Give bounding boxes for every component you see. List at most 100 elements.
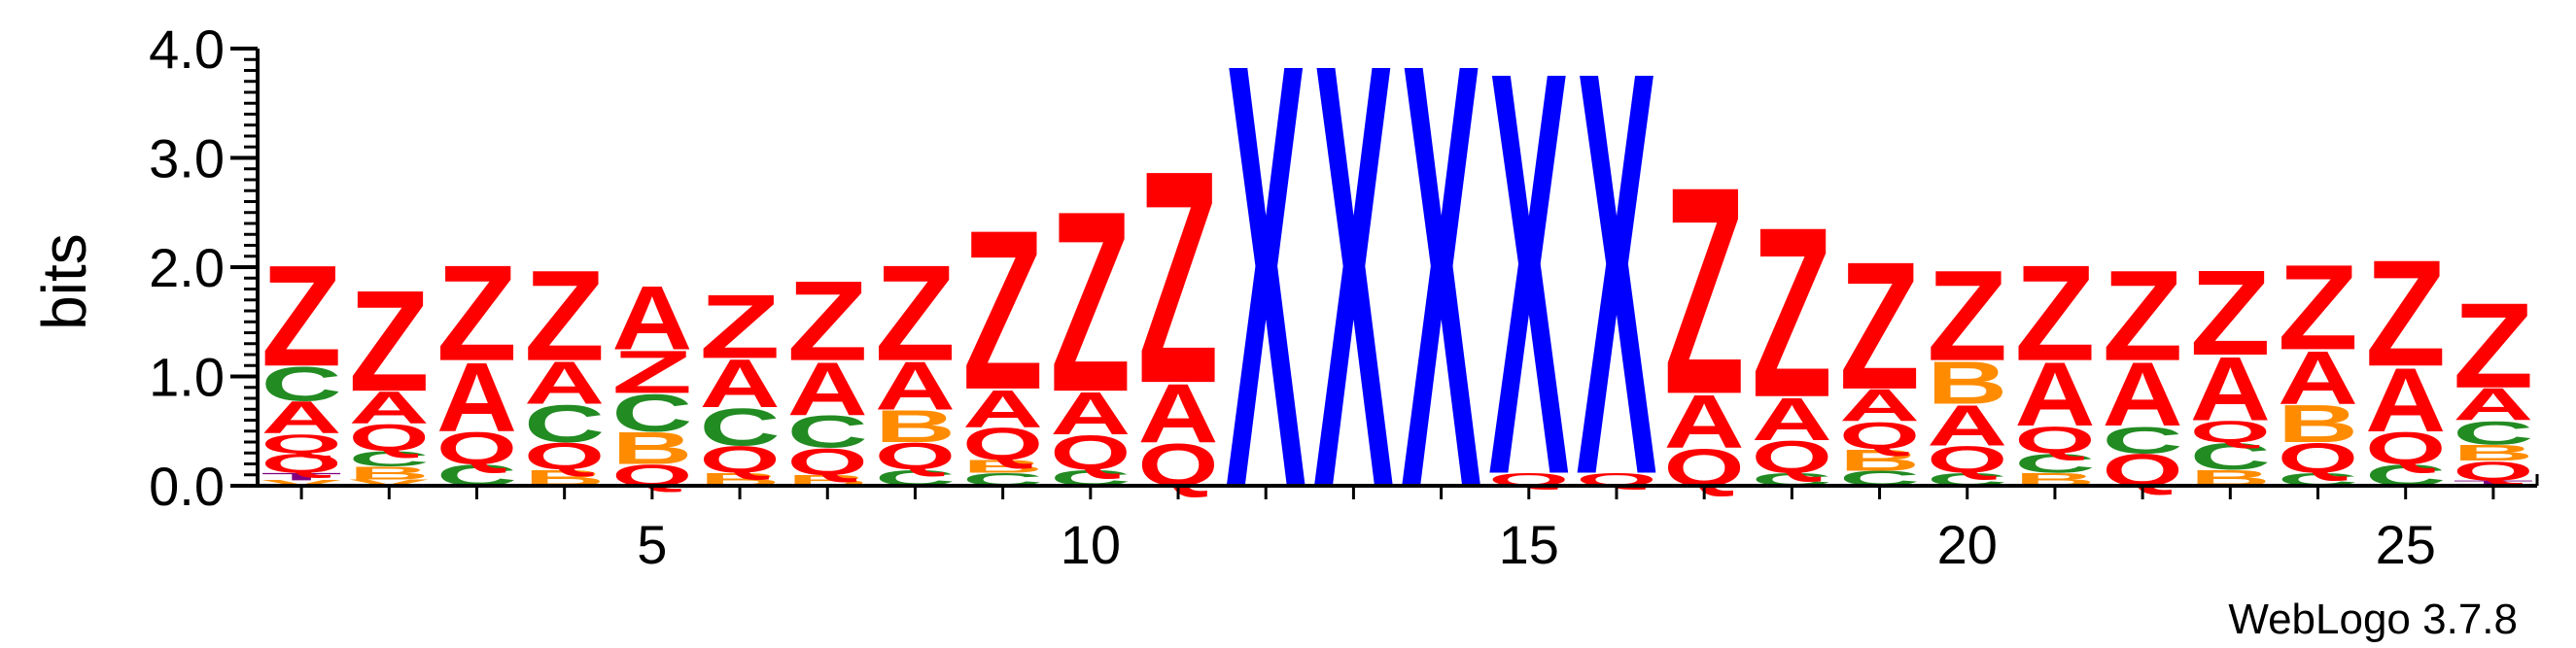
logo-glyph-1-t-1: T <box>261 471 342 483</box>
logo-glyph-2-q-3: Q <box>349 417 430 460</box>
logo-glyph-2-c-2: C <box>349 447 430 471</box>
logo-glyph-24-b-2: B <box>2278 394 2358 454</box>
logo-glyph-11-z-2: Z <box>1138 109 1219 448</box>
logo-glyph-10-a-2: A <box>1050 379 1131 447</box>
y-tick-label: 0.0 <box>149 456 225 517</box>
y-tick-label: 3.0 <box>149 128 225 189</box>
logo-glyph-22-z-3: Z <box>2103 244 2183 388</box>
x-tick-label: 5 <box>637 514 667 575</box>
logo-glyph-2-b-1: B <box>349 462 430 483</box>
x-tick-label: 20 <box>1937 514 1998 575</box>
logo-glyph-26-z-5: Z <box>2453 278 2533 414</box>
logo-glyph-14-x-0: X <box>1401 0 1482 615</box>
logo-glyph-12-x-0: X <box>1226 0 1307 615</box>
glyph-layer: VTQQACZVBCQAZCQAZBQCAZQBCZABQCAZBQCAZCQB… <box>261 0 2534 615</box>
logo-glyph-17-a-1: A <box>1664 379 1745 463</box>
logo-glyph-19-q-2: Q <box>1839 415 1920 458</box>
logo-glyph-8-b-2: B <box>875 401 956 452</box>
logo-glyph-11-a-1: A <box>1138 367 1219 460</box>
logo-glyph-15-x-1: X <box>1488 0 1570 595</box>
credit-label: WebLogo 3.7.8 <box>2228 596 2518 643</box>
logo-glyph-26-a-4: A <box>2453 379 2533 429</box>
logo-glyph-5-b-1: B <box>611 423 692 473</box>
axis-layer: 0.0 1.0 2.0 3.0 4.0 5 10 15 20 25 <box>149 18 2539 575</box>
logo-glyph-1-v-0: V <box>261 479 342 488</box>
logo-glyph-1-z-6: Z <box>261 236 342 397</box>
logo-glyph-3-q-1: Q <box>436 423 517 473</box>
logo-glyph-21-z-4: Z <box>2014 237 2095 390</box>
logo-glyph-26-q-1: Q <box>2453 456 2533 487</box>
logo-glyph-21-c-1: C <box>2014 448 2095 479</box>
logo-glyph-6-z-4: Z <box>700 275 781 377</box>
logo-glyph-7-q-1: Q <box>787 441 868 484</box>
logo-glyph-19-z-4: Z <box>1839 223 1920 427</box>
logo-glyph-23-z-4: Z <box>2190 245 2271 381</box>
logo-glyph-25-a-2: A <box>2365 350 2446 452</box>
logo-glyph-20-z-4: Z <box>1927 244 2007 388</box>
logo-glyph-1-q-2: Q <box>261 448 342 479</box>
logo-glyph-8-q-1: Q <box>875 435 956 478</box>
logo-glyph-9-b-1: B <box>962 457 1043 477</box>
logo-glyph-9-z-4: Z <box>962 183 1043 437</box>
logo-glyph-25-q-1: Q <box>2365 423 2446 473</box>
y-axis-label: bits <box>29 233 99 330</box>
logo-glyph-5-z-3: Z <box>611 338 692 406</box>
logo-glyph-16-x-1: X <box>1576 0 1657 595</box>
logo-glyph-9-q-2: Q <box>962 419 1043 469</box>
logo-glyph-24-q-1: Q <box>2278 434 2358 482</box>
logo-glyph-24-z-4: Z <box>2278 239 2358 375</box>
logo-glyph-3-a-2: A <box>436 342 517 452</box>
logo-glyph-1-q-3: Q <box>261 428 342 460</box>
x-tick-label: 25 <box>2376 514 2436 575</box>
logo-glyph-2-v-0: V <box>349 477 430 488</box>
logo-glyph-19-b-1: B <box>1839 443 1920 477</box>
logo-glyph-26-b-2: B <box>2453 440 2533 465</box>
logo-glyph-26-t-0: T <box>2453 479 2533 488</box>
logo-glyph-23-a-3: A <box>2190 338 2271 440</box>
logo-glyph-1-a-4: A <box>261 392 342 443</box>
logo-glyph-3-z-3: Z <box>436 237 517 390</box>
logo-glyph-7-a-3: A <box>787 346 868 430</box>
logo-glyph-7-c-2: C <box>787 406 868 457</box>
logo-glyph-6-q-1: Q <box>700 438 781 481</box>
logo-glyph-19-a-3: A <box>1839 380 1920 430</box>
logo-glyph-2-a-4: A <box>349 383 430 433</box>
logo-glyph-4-q-1: Q <box>524 435 605 478</box>
logo-glyph-13-x-0: X <box>1313 0 1395 615</box>
logo-glyph-26-c-3: C <box>2453 414 2533 452</box>
x-tick-label: 15 <box>1499 514 1559 575</box>
logo-glyph-10-z-3: Z <box>1050 157 1131 446</box>
logo-glyph-2-z-5: Z <box>349 261 430 423</box>
logo-glyph-18-z-3: Z <box>1752 177 1832 449</box>
logo-glyph-21-a-3: A <box>2014 344 2095 446</box>
logo-glyph-23-c-1: C <box>2190 435 2271 478</box>
logo-glyph-25-z-3: Z <box>2365 228 2446 398</box>
logo-glyph-10-q-1: Q <box>1050 426 1131 480</box>
logo-glyph-20-a-2: A <box>1927 393 2007 458</box>
y-tick-label: 4.0 <box>149 18 225 80</box>
logo-glyph-22-a-2: A <box>2103 344 2183 446</box>
logo-glyph-4-c-2: C <box>524 394 605 454</box>
logo-glyph-21-q-2: Q <box>2014 419 2095 461</box>
logo-glyph-6-a-3: A <box>700 346 781 422</box>
logo-glyph-8-z-4: Z <box>875 237 956 390</box>
logo-glyph-18-q-1: Q <box>1752 431 1832 482</box>
logo-glyph-5-a-4: A <box>611 267 692 369</box>
logo-glyph-7-z-4: Z <box>787 256 868 384</box>
logo-glyph-17-z-2: Z <box>1664 124 1745 456</box>
logo-glyph-9-a-3: A <box>962 380 1043 439</box>
logo-glyph-22-c-1: C <box>2103 419 2183 461</box>
x-tick-label: 10 <box>1061 514 1121 575</box>
logo-glyph-4-a-3: A <box>524 349 605 417</box>
logo-glyph-24-a-3: A <box>2278 335 2358 420</box>
y-tick-label: 1.0 <box>149 347 225 408</box>
logo-glyph-5-c-2: C <box>611 384 692 443</box>
logo-glyph-6-c-2: C <box>700 398 781 458</box>
logo-glyph-4-z-4: Z <box>524 244 605 388</box>
logo-glyph-23-q-2: Q <box>2190 415 2271 449</box>
logo-glyph-8-a-3: A <box>875 349 956 425</box>
logo-glyph-20-b-3: B <box>1927 349 2007 417</box>
logo-glyph-20-q-1: Q <box>1927 438 2007 481</box>
logo-glyph-18-a-2: A <box>1752 385 1832 453</box>
